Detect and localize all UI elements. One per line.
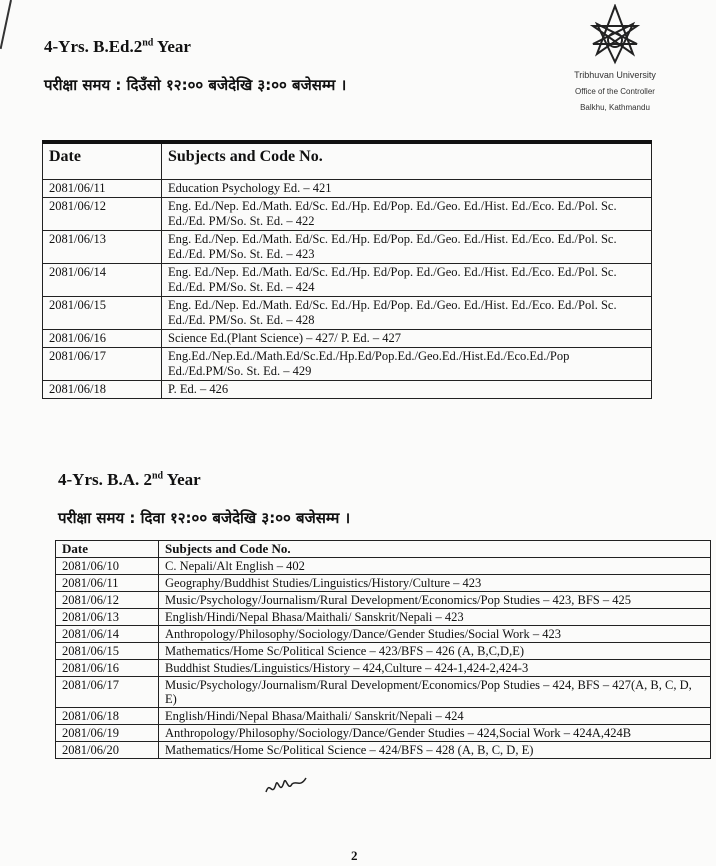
exam-date: 2081/06/12: [55, 591, 159, 609]
exam-subjects: Buddhist Studies/Linguistics/History – 4…: [158, 659, 711, 677]
exam-date: 2081/06/18: [42, 380, 162, 399]
svg-text:Office of the Controller: Office of the Controller: [575, 87, 655, 96]
exam-subjects: Anthropology/Philosophy/Sociology/Dance/…: [158, 625, 711, 643]
table-header-row: Date Subjects and Code No.: [42, 141, 652, 180]
table-row: 2081/06/19 Anthropology/Philosophy/Sociol…: [55, 724, 711, 742]
exam-subjects: Mathematics/Home Sc/Political Science – …: [158, 642, 711, 660]
exam-subjects: Music/Psychology/Journalism/Rural Develo…: [158, 591, 711, 609]
exam-date: 2081/06/10: [55, 557, 159, 575]
exam-subjects: Mathematics/Home Sc/Political Science – …: [158, 741, 711, 759]
table-row: 2081/06/14 Anthropology/Philosophy/Sociol…: [55, 625, 711, 643]
svg-text:Balkhu, Kathmandu: Balkhu, Kathmandu: [580, 103, 650, 112]
exam-date: 2081/06/14: [42, 263, 162, 297]
exam-subjects: P. Ed. – 426: [161, 380, 652, 399]
header-subjects: Subjects and Code No.: [161, 141, 652, 180]
svg-text:Tribhuvan University: Tribhuvan University: [574, 70, 656, 80]
header-date: Date: [55, 540, 159, 558]
exam-date: 2081/06/17: [55, 676, 159, 708]
exam-subjects: Eng.Ed./Nep.Ed./Math.Ed/Sc.Ed./Hp.Ed/Pop…: [161, 347, 652, 381]
table-header-row: Date Subjects and Code No.: [55, 540, 711, 558]
exam-date: 2081/06/13: [55, 608, 159, 626]
exam-date: 2081/06/19: [55, 724, 159, 742]
exam-date: 2081/06/11: [55, 574, 159, 592]
table-row: 2081/06/17 Eng.Ed./Nep.Ed./Math.Ed/Sc.Ed.…: [42, 347, 652, 381]
exam-date: 2081/06/15: [55, 642, 159, 660]
section2-title: 4-Yrs. B.A. 2nd Year: [58, 470, 201, 489]
table-row: 2081/06/13 Eng. Ed./Nep. Ed./Math. Ed/Sc.…: [42, 230, 652, 264]
table-row: 2081/06/14 Eng. Ed./Nep. Ed./Math. Ed/Sc.…: [42, 263, 652, 297]
exam-subjects: C. Nepali/Alt English – 402: [158, 557, 711, 575]
page-edge-line: [0, 0, 12, 50]
table-row: 2081/06/12 Eng. Ed./Nep. Ed./Math. Ed/Sc.…: [42, 197, 652, 231]
star-emblem-icon: [589, 4, 641, 65]
exam-date: 2081/06/18: [55, 707, 159, 725]
exam-subjects: Education Psychology Ed. – 421: [161, 179, 652, 198]
table-row: 2081/06/17 Music/Psychology/Journalism/Ru…: [55, 676, 711, 708]
page-number: 2: [351, 848, 358, 863]
table-row: 2081/06/13 English/Hindi/Nepal Bhasa/Mait…: [55, 608, 711, 626]
exam-date: 2081/06/11: [42, 179, 162, 198]
exam-date: 2081/06/12: [42, 197, 162, 231]
table-row: 2081/06/11 Education Psychology Ed. – 421: [42, 179, 652, 198]
section1-exam-time: परीक्षा समय : दिउँसो १२:०० बजेदेखि ३:०० …: [44, 76, 347, 94]
exam-subjects: Music/Psychology/Journalism/Rural Develo…: [158, 676, 711, 708]
exam-subjects: Eng. Ed./Nep. Ed./Math. Ed/Sc. Ed./Hp. E…: [161, 296, 652, 330]
table-row: 2081/06/12 Music/Psychology/Journalism/Ru…: [55, 591, 711, 609]
exam-date: 2081/06/16: [42, 329, 162, 348]
exam-subjects: Anthropology/Philosophy/Sociology/Dance/…: [158, 724, 711, 742]
exam-subjects: English/Hindi/Nepal Bhasa/Maithali/ Sans…: [158, 707, 711, 725]
header-subjects: Subjects and Code No.: [158, 540, 711, 558]
university-stamp: Tribhuvan University Office of the Contr…: [574, 4, 656, 112]
exam-subjects: English/Hindi/Nepal Bhasa/Maithali/ Sans…: [158, 608, 711, 626]
table-row: 2081/06/16 Science Ed.(Plant Science) – 4…: [42, 329, 652, 348]
exam-subjects: Eng. Ed./Nep. Ed./Math. Ed/Sc. Ed./Hp. E…: [161, 197, 652, 231]
table-row: 2081/06/11 Geography/Buddhist Studies/Lin…: [55, 574, 711, 592]
exam-subjects: Geography/Buddhist Studies/Linguistics/H…: [158, 574, 711, 592]
table-row: 2081/06/20 Mathematics/Home Sc/Political …: [55, 741, 711, 759]
section2-exam-time: परीक्षा समय : दिवा १२:०० बजेदेखि ३:०० बज…: [58, 509, 351, 527]
exam-date: 2081/06/13: [42, 230, 162, 264]
table-row: 2081/06/10 C. Nepali/Alt English – 402: [55, 557, 711, 575]
section1-title: 4-Yrs. B.Ed.2nd Year: [44, 37, 191, 56]
table-row: 2081/06/15 Eng. Ed./Nep. Ed./Math. Ed/Sc.…: [42, 296, 652, 330]
exam-date: 2081/06/16: [55, 659, 159, 677]
bed-exam-schedule-table: Date Subjects and Code No. 2081/06/11 Edu…: [42, 140, 652, 399]
exam-date: 2081/06/15: [42, 296, 162, 330]
signature: [265, 777, 307, 793]
exam-subjects: Eng. Ed./Nep. Ed./Math. Ed/Sc. Ed./Hp. E…: [161, 263, 652, 297]
exam-subjects: Science Ed.(Plant Science) – 427/ P. Ed.…: [161, 329, 652, 348]
header-date: Date: [42, 141, 162, 180]
table-row: 2081/06/18 English/Hindi/Nepal Bhasa/Mait…: [55, 707, 711, 725]
exam-date: 2081/06/17: [42, 347, 162, 381]
exam-date: 2081/06/20: [55, 741, 159, 759]
table-row: 2081/06/15 Mathematics/Home Sc/Political …: [55, 642, 711, 660]
table-row: 2081/06/18 P. Ed. – 426: [42, 380, 652, 399]
exam-date: 2081/06/14: [55, 625, 159, 643]
exam-subjects: Eng. Ed./Nep. Ed./Math. Ed/Sc. Ed./Hp. E…: [161, 230, 652, 264]
table-row: 2081/06/16 Buddhist Studies/Linguistics/H…: [55, 659, 711, 677]
ba-exam-schedule-table: Date Subjects and Code No. 2081/06/10 C. …: [55, 540, 711, 759]
